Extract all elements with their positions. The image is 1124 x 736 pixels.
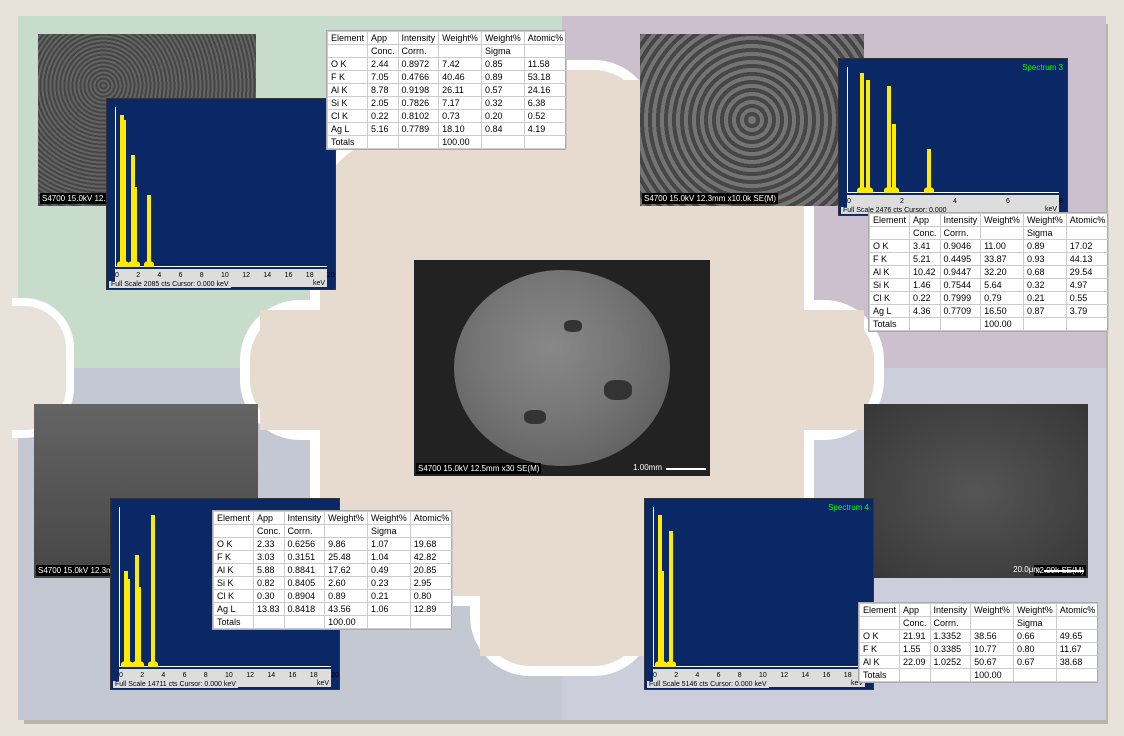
eds-spectrum-tl: 02468101214161820keV Full Scale 2085 cts… [106,98,336,290]
eds-table-bl: ElementAppIntensityWeight%Weight%Atomic%… [212,510,452,630]
eds-spectrum-br: Spectrum 4 02468101214161820keV Full Sca… [644,498,874,690]
sem-caption-bl: S4700 15.0kV 12.3mm [36,565,121,576]
sem-scalebar-center: 1.00mm [633,463,706,472]
sem-image-center: S4700 15.0kV 12.5mm x30 SE(M) 1.00mm [414,260,710,476]
eds-spectrum-tr: Spectrum 3 02468keV Full Scale 2476 cts … [838,58,1068,216]
sem-scalebar-br: 20.0μm [1013,565,1084,574]
eds-table-br: ElementAppIntensityWeight%Weight%Atomic%… [858,602,1098,683]
sem-image-tr: S4700 15.0kV 12.3mm x10.0k SE(M) [640,34,864,206]
eds-table-tl: ElementAppIntensityWeight%Weight%Atomic%… [326,30,566,150]
sem-caption-center: S4700 15.0kV 12.5mm x30 SE(M) [416,463,541,474]
figure-canvas: S4700 15.0kV 12.5mm x5.00 S4700 15.0kV 1… [0,0,1124,736]
eds-table-tr: ElementAppIntensityWeight%Weight%Atomic%… [868,212,1108,332]
sem-image-br: x2.00k SE(M) 20.0μm [864,404,1088,578]
sem-caption-tr: S4700 15.0kV 12.3mm x10.0k SE(M) [642,193,778,204]
